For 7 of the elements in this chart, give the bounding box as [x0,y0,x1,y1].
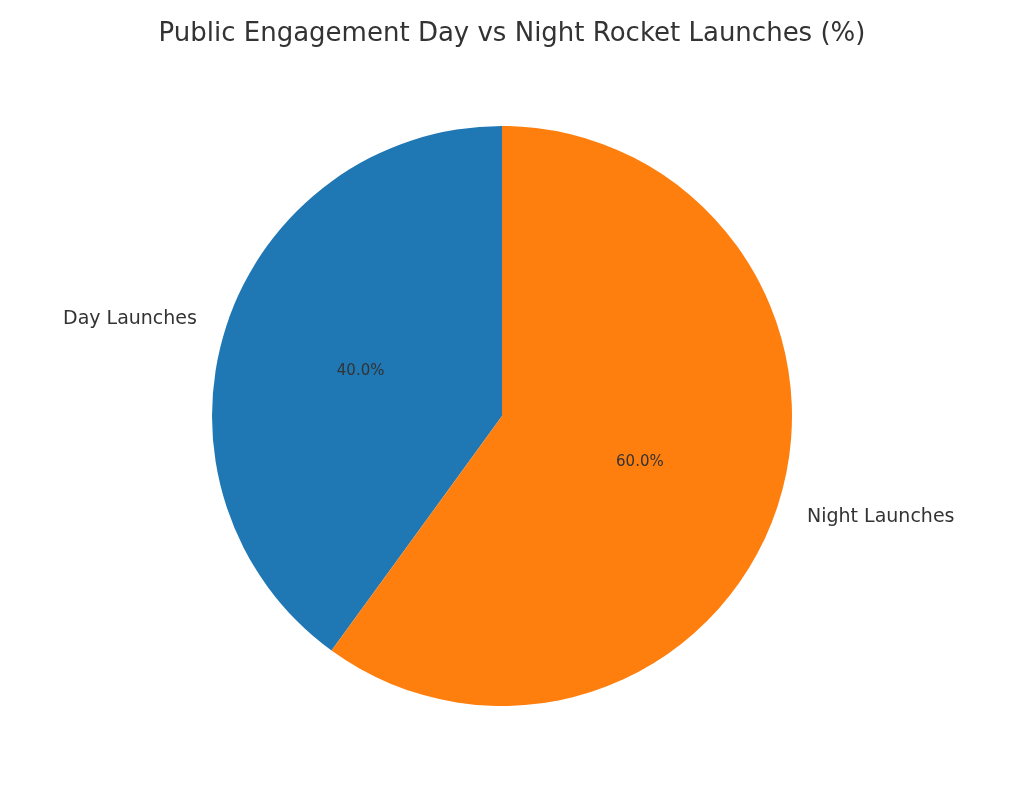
slice-label: Night Launches [807,504,955,526]
pie-slice [331,126,792,706]
data-label: 60.0% [616,451,664,470]
pie-slice [212,126,502,651]
chart-title: Public Engagement Day vs Night Rocket Launches (%) [158,17,866,48]
slice-label: Day Launches [63,306,197,328]
data-label: 40.0% [336,361,385,380]
